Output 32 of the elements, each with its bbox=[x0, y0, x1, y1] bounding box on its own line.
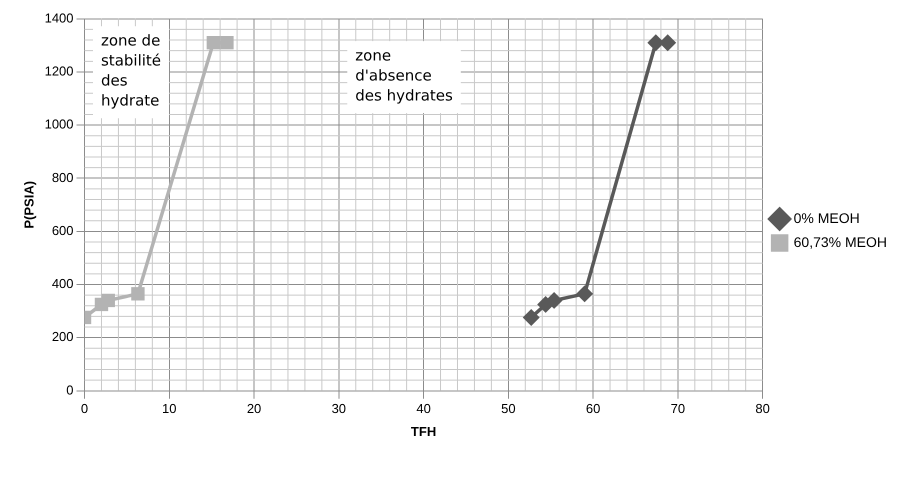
annotation: zone d'absence des hydrates bbox=[355, 46, 453, 105]
legend-label: 60,73% MEOH bbox=[794, 234, 888, 250]
point bbox=[576, 286, 592, 302]
point bbox=[220, 36, 234, 50]
y-tick-label: 200 bbox=[52, 329, 74, 344]
point bbox=[523, 310, 539, 326]
x-tick-label: 50 bbox=[501, 401, 516, 416]
x-tick-label: 40 bbox=[416, 401, 431, 416]
x-tick-label: 0 bbox=[80, 401, 88, 416]
y-tick-label: 1000 bbox=[44, 116, 74, 132]
x-tick-label: 60 bbox=[586, 401, 600, 416]
point bbox=[131, 287, 145, 301]
point bbox=[206, 36, 220, 50]
x-tick-label: 70 bbox=[670, 401, 686, 416]
annotation: zone de stabilité des hydrate bbox=[100, 32, 162, 110]
point bbox=[102, 294, 115, 308]
x-axis-title: TFH bbox=[410, 424, 436, 439]
y-tick-label: 400 bbox=[52, 276, 74, 292]
legend-label: 0% MEOH bbox=[794, 210, 860, 226]
y-tick-label: 800 bbox=[52, 170, 74, 185]
point bbox=[648, 34, 664, 50]
x-tick-label: 80 bbox=[755, 401, 770, 416]
y-axis-title: P(PSIA) bbox=[21, 180, 36, 229]
x-tick-label: 10 bbox=[162, 401, 177, 416]
y-tick-label: 0 bbox=[66, 382, 74, 398]
y-tick-label: 1400 bbox=[44, 10, 74, 26]
y-tick-label: 1200 bbox=[44, 64, 74, 79]
point bbox=[660, 34, 676, 50]
x-tick-label: 30 bbox=[332, 401, 346, 416]
y-tick-label: 600 bbox=[52, 222, 74, 238]
x-tick-label: 20 bbox=[246, 401, 262, 416]
point bbox=[546, 292, 562, 308]
